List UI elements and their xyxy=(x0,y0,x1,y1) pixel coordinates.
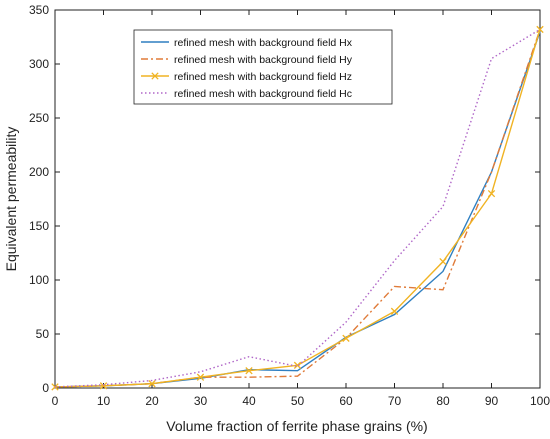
y-axis-title: Equivalent permeability xyxy=(3,127,19,272)
x-tick-label: 0 xyxy=(52,394,59,408)
y-tick-label: 350 xyxy=(29,3,49,17)
x-tick-label: 20 xyxy=(145,394,159,408)
y-tick-label: 50 xyxy=(36,327,50,341)
legend: refined mesh with background field Hx ref… xyxy=(133,29,393,105)
legend-label-3: refined mesh with background field Hz xyxy=(174,71,352,83)
legend-box xyxy=(133,29,393,105)
x-tick-label: 80 xyxy=(436,394,450,408)
legend-marker-3 xyxy=(151,72,159,80)
legend-label-4: refined mesh with background field Hc xyxy=(174,88,352,100)
series-3-point xyxy=(390,307,399,315)
x-tick-label: 10 xyxy=(97,394,111,408)
series-3-point xyxy=(342,334,350,342)
y-tick-label: 0 xyxy=(42,381,49,395)
series-line-4 xyxy=(54,28,541,388)
y-tick-label: 250 xyxy=(29,111,49,125)
legend-label-2: refined mesh with background field Hy xyxy=(174,54,353,66)
series-3-point xyxy=(536,25,544,34)
x-tick-label: 90 xyxy=(485,394,499,408)
series-3-point xyxy=(99,382,108,390)
x-tick-label: 100 xyxy=(530,394,550,408)
legend-label-1: refined mesh with background field Hx xyxy=(174,37,353,49)
x-tick-label: 50 xyxy=(291,394,305,408)
x-tick-label: 60 xyxy=(339,394,353,408)
x-tick-label: 30 xyxy=(194,394,208,408)
series-3-point xyxy=(487,189,496,198)
series-3-point xyxy=(293,361,302,369)
y-tick-label: 150 xyxy=(29,219,49,233)
x-tick-label: 70 xyxy=(388,394,402,408)
series-3-point xyxy=(245,367,253,375)
series-3-point xyxy=(196,373,205,381)
y-tick-label: 200 xyxy=(29,165,49,179)
x-tick-label: 40 xyxy=(242,394,256,408)
y-tick-label: 300 xyxy=(29,57,49,71)
series-layer xyxy=(51,25,544,391)
series-3-point xyxy=(439,257,447,266)
x-axis: 0 10 20 30 40 50 60 70 80 90 100 xyxy=(52,10,550,408)
y-tick-label: 100 xyxy=(29,273,49,287)
series-3-point xyxy=(148,380,156,388)
y-axis: 0 50 100 150 200 250 300 350 xyxy=(29,3,540,395)
x-axis-title: Volume fraction of ferrite phase grains … xyxy=(166,418,427,434)
